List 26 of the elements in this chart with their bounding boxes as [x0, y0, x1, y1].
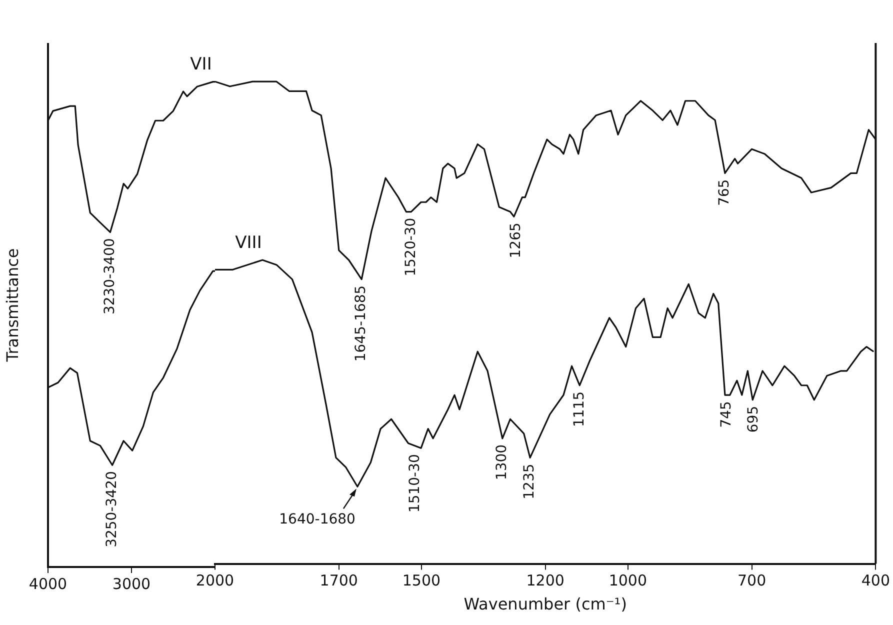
series-label: VIII: [235, 232, 262, 253]
annotation: 1645-1685: [353, 285, 370, 362]
x-tick-label: 2000: [196, 572, 234, 590]
x-tick-label: 4000: [28, 574, 68, 593]
annotation: 695: [746, 406, 762, 433]
x-tick-label: 400: [861, 572, 890, 590]
annotation: 1300: [494, 444, 510, 480]
annotation: 1235: [522, 464, 538, 500]
x-tick-label: 700: [737, 572, 766, 590]
x-tick-label: 1500: [402, 572, 441, 590]
annotation: 1265: [508, 222, 524, 258]
annotation: 745: [718, 401, 735, 428]
y-axis-title: Transmittance: [2, 248, 22, 363]
annotation: 1520-30: [402, 218, 419, 276]
x-tick-label: 3000: [112, 574, 151, 593]
annotation: 3230-3400: [102, 238, 118, 315]
x-tick-label: 1200: [526, 572, 564, 590]
annotation: 3250-3420: [104, 471, 120, 548]
annotation: 765: [716, 179, 733, 206]
x-tick-label: 1700: [320, 572, 358, 590]
x-tick-label: 1000: [608, 572, 648, 590]
series-label: VII: [190, 54, 212, 74]
annotation: 1640-1680: [279, 511, 356, 528]
annotation: 1510-30: [406, 454, 423, 513]
annotation: 1115: [571, 391, 588, 428]
x-axis-title: Wavenumber (cm⁻¹): [464, 594, 627, 614]
